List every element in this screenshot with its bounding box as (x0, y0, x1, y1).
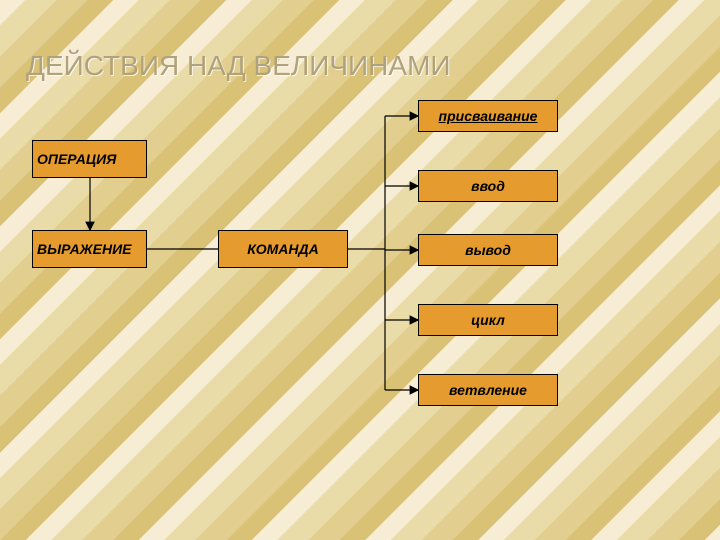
node-label: ветвление (449, 383, 527, 398)
node-output: вывод (418, 234, 558, 266)
node-label: ввод (471, 179, 505, 194)
node-input: ввод (418, 170, 558, 202)
slide-canvas: ДЕЙСТВИЯ НАД ВЕЛИЧИНАМИ ОПЕРАЦИЯ ВЫРАЖЕН… (0, 0, 720, 540)
node-label: КОМАНДА (247, 242, 318, 257)
node-label: ОПЕРАЦИЯ (37, 152, 116, 167)
node-label: присваивание (439, 109, 538, 124)
node-expression: ВЫРАЖЕНИЕ (32, 230, 147, 268)
node-operation: ОПЕРАЦИЯ (32, 140, 147, 178)
node-label: ВЫРАЖЕНИЕ (37, 242, 132, 257)
node-command: КОМАНДА (218, 230, 348, 268)
node-branch: ветвление (418, 374, 558, 406)
node-loop: цикл (418, 304, 558, 336)
slide-title: ДЕЙСТВИЯ НАД ВЕЛИЧИНАМИ (26, 50, 451, 82)
node-label: вывод (465, 243, 511, 258)
node-assign: присваивание (418, 100, 558, 132)
node-label: цикл (471, 313, 505, 328)
